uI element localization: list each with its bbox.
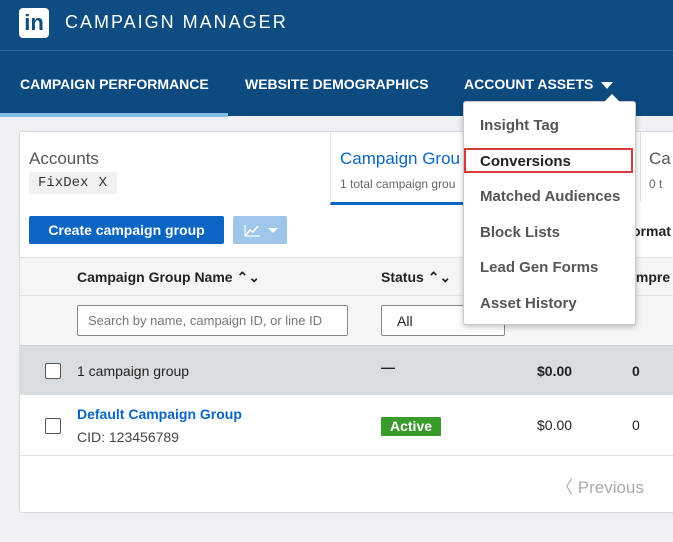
account-chip-label: FixDex: [38, 175, 89, 191]
summary-impressions: 0: [632, 363, 640, 379]
create-campaign-group-button[interactable]: Create campaign group: [29, 216, 224, 244]
previous-label: Previous: [577, 478, 644, 497]
status-badge: Active: [381, 417, 442, 436]
format-label[interactable]: ormat: [632, 223, 671, 239]
column-header-name-label: Campaign Group Name: [77, 269, 233, 285]
chart-icon: [244, 225, 278, 237]
menu-item-conversions[interactable]: Conversions: [480, 153, 571, 170]
menu-item-block-lists[interactable]: Block Lists: [480, 224, 561, 241]
tab-campaigns[interactable]: Ca 0 t: [640, 132, 673, 202]
chart-dropdown-button[interactable]: [233, 216, 287, 244]
column-header-impressions[interactable]: Impre: [632, 269, 671, 285]
row-impressions: 0: [632, 417, 640, 433]
account-assets-menu: Insight Tag Conversions Matched Audience…: [463, 94, 636, 325]
summary-row: 1 campaign group — $0.00 0: [20, 345, 673, 396]
column-header-status-label: Status: [381, 269, 424, 285]
main-nav: CAMPAIGN PERFORMANCE WEBSITE DEMOGRAPHIC…: [0, 50, 673, 117]
linkedin-logo[interactable]: in: [19, 8, 49, 38]
row-checkbox[interactable]: [45, 418, 61, 434]
caret-down-icon: [601, 81, 614, 89]
tab-campaign-groups-count: 1 total campaign grou: [340, 177, 456, 191]
tab-campaigns-title: Ca: [649, 149, 671, 168]
menu-item-lead-gen-forms[interactable]: Lead Gen Forms: [480, 259, 599, 276]
campaign-group-id: CID: 123456789: [77, 429, 179, 445]
sort-icon: ⌃⌄: [427, 269, 452, 285]
app-title: CAMPAIGN MANAGER: [65, 12, 288, 32]
accounts-label: Accounts: [29, 149, 99, 168]
column-header-name[interactable]: Campaign Group Name ⌃⌄: [77, 269, 260, 286]
select-all-checkbox[interactable]: [45, 363, 61, 379]
previous-page-button[interactable]: 〈 Previous: [556, 473, 644, 498]
tab-campaign-groups-title: Campaign Grou: [340, 149, 461, 168]
menu-item-insight-tag[interactable]: Insight Tag: [480, 117, 559, 134]
summary-status: —: [381, 359, 395, 375]
tab-campaign-groups[interactable]: Campaign Grou 1 total campaign grou: [330, 132, 471, 205]
column-header-status[interactable]: Status ⌃⌄: [381, 269, 451, 286]
campaign-group-link[interactable]: Default Campaign Group: [77, 406, 242, 422]
top-bar: in CAMPAIGN MANAGER: [0, 0, 673, 50]
menu-item-matched-audiences[interactable]: Matched Audiences: [480, 188, 621, 205]
row-spend: $0.00: [537, 417, 573, 433]
account-chip[interactable]: FixDex X: [29, 172, 117, 194]
nav-account-assets[interactable]: ACCOUNT ASSETS: [464, 76, 614, 92]
tab-campaigns-count: 0 t: [649, 177, 663, 191]
chip-remove-icon[interactable]: X: [98, 175, 107, 191]
search-input[interactable]: [77, 305, 348, 336]
summary-label: 1 campaign group: [77, 363, 190, 379]
nav-website-demographics[interactable]: WEBSITE DEMOGRAPHICS: [245, 76, 429, 92]
active-nav-underline: [0, 113, 228, 117]
nav-campaign-performance[interactable]: CAMPAIGN PERFORMANCE: [20, 76, 209, 92]
sort-icon: ⌃⌄: [236, 269, 260, 285]
nav-account-assets-label: ACCOUNT ASSETS: [464, 76, 594, 92]
menu-pointer: [604, 94, 620, 102]
menu-item-asset-history[interactable]: Asset History: [480, 295, 577, 312]
summary-spend: $0.00: [537, 363, 573, 379]
table-row: Default Campaign Group CID: 123456789 Ac…: [20, 395, 673, 456]
chevron-left-icon: 〈: [556, 478, 573, 497]
highlight-box: [464, 148, 633, 173]
